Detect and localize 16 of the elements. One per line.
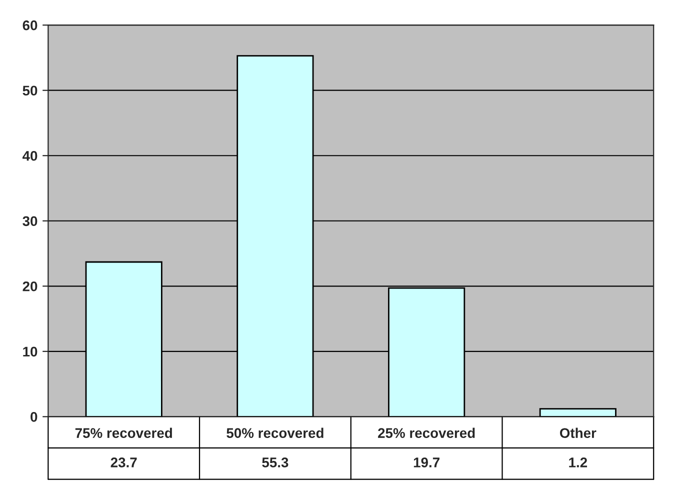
y-tick-label: 40 [22,150,38,161]
x-tick-label: 25% recovered [378,428,475,438]
data-label: 23.7 [110,458,137,468]
data-label: 55.3 [262,458,288,468]
data-label: 1.2 [569,458,588,468]
y-tick-label: 60 [22,20,38,30]
x-tick-label: 75% recovered [75,428,172,438]
data-label: 19.7 [414,458,440,468]
x-tick-label: Other [560,428,596,438]
y-tick-label: 50 [22,86,38,96]
y-tick-label: 0 [30,412,38,422]
y-tick-label: 10 [23,346,38,357]
y-tick-label: 20 [22,281,38,292]
y-tick-label: 30 [22,216,38,226]
x-tick-label: 50% recovered [226,428,324,438]
bar [539,408,616,417]
